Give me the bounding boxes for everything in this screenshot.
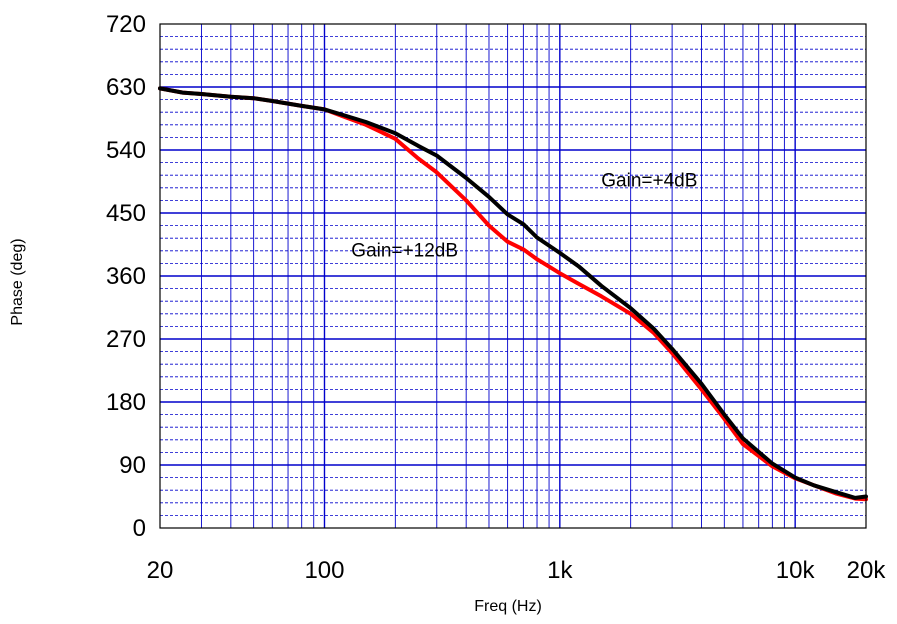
y-tick-label: 90 [119,452,146,479]
annotation-label: Gain=+12dB [351,240,458,261]
grid [160,24,866,528]
x-tick-label: 10k [776,557,816,584]
plot-frame [159,23,867,529]
x-tick-label: 100 [304,557,344,584]
annotation-label: Gain=+4dB [601,170,697,191]
y-axis-title: Phase (deg) [9,238,26,325]
y-tick-label: 450 [106,200,146,227]
x-tick-label: 20 [147,557,174,584]
y-tick-label: 540 [106,137,146,164]
annotations: Gain=+4dB Gain=+12dB [351,170,697,261]
y-tick-label: 180 [106,389,146,416]
y-tick-label: 360 [106,263,146,290]
x-axis-title: Freq (Hz) [474,598,542,615]
series-group [158,86,868,502]
y-tick-label: 270 [106,326,146,353]
x-tick-label: 1k [547,557,573,584]
y-tick-labels: 0 90 180 270 360 450 540 630 720 [106,11,146,542]
y-tick-label: 0 [133,515,146,542]
series-line-2 [158,86,868,500]
x-tick-labels: 20 100 1k 10k 20k [147,557,887,584]
y-tick-label: 630 [106,74,146,101]
y-tick-label: 720 [106,11,146,38]
x-tick-label: 20k [847,557,887,584]
